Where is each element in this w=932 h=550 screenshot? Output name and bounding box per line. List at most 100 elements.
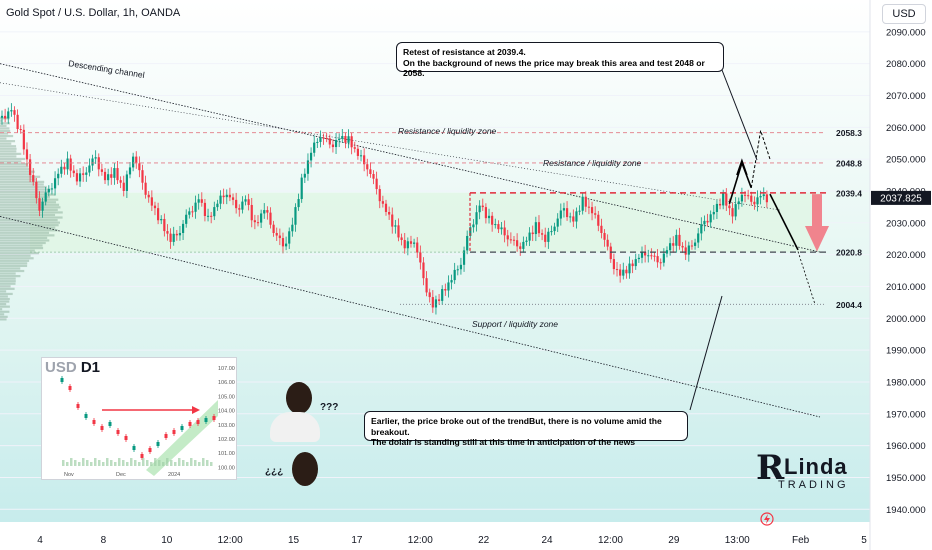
candle-body: [615, 269, 619, 271]
candle-body: [419, 252, 422, 263]
candle-body: [107, 174, 110, 181]
x-tick-label: 22: [478, 535, 490, 546]
candle-body: [544, 234, 547, 242]
profile-bar: [0, 124, 7, 127]
candle-body: [297, 199, 300, 208]
candle-body: [753, 201, 756, 205]
candle-body: [359, 155, 363, 157]
candle-body: [537, 222, 541, 234]
meme-face-bottom: [290, 450, 320, 490]
inset-candle-body: [116, 430, 120, 434]
candle-body: [369, 169, 372, 174]
inset-volume-bar: [70, 458, 73, 466]
x-tick-label: Feb: [792, 535, 810, 546]
y-tick-label: 2020.000: [886, 250, 926, 261]
candle-body: [278, 235, 281, 239]
y-tick-label: 2030.000: [886, 218, 926, 229]
candle-body: [210, 215, 213, 217]
inset-volume-bar: [174, 462, 177, 466]
projection-arrows: [728, 130, 829, 305]
currency-button[interactable]: USD: [882, 4, 926, 24]
time-axis[interactable]: 4 8 10 12:00 15 17 12:00 22 24 12:00 29 13:00 Feb 5: [37, 535, 867, 546]
profile-bar: [0, 162, 29, 166]
candle-body: [203, 202, 207, 217]
candle-body: [422, 262, 425, 279]
candle-body: [244, 199, 247, 202]
callout-breakout: Earlier, the price broke out of the tren…: [364, 411, 688, 447]
inset-volume-bar: [62, 460, 65, 466]
inset-candle-body: [196, 420, 200, 424]
face-head-flipped-icon: [292, 452, 318, 486]
candle-body: [266, 210, 269, 213]
candle-body: [441, 289, 444, 301]
candle-body: [7, 111, 10, 119]
candle-body: [662, 253, 665, 263]
profile-bar: [0, 168, 31, 171]
profile-bar: [0, 249, 35, 252]
inset-volume-bar: [86, 460, 89, 466]
candle-body: [612, 259, 616, 270]
candle-body: [288, 231, 291, 244]
profile-bar: [0, 208, 58, 211]
candle-body: [22, 129, 25, 150]
profile-bar: [0, 188, 51, 191]
candle-body: [450, 280, 453, 283]
candle-body: [706, 220, 709, 223]
candle-body: [110, 174, 113, 178]
resistance-top-label: Resistance / liquidity zone: [398, 126, 497, 136]
candle-body: [122, 182, 125, 191]
candle-body: [556, 218, 559, 227]
profile-bar: [0, 264, 28, 268]
candle-body: [125, 174, 128, 191]
candle-body: [256, 222, 260, 224]
profile-bar: [0, 239, 50, 242]
profile-bar: [0, 152, 22, 155]
zones: [30, 192, 820, 253]
candle-body: [575, 211, 578, 222]
candle-body: [412, 242, 416, 244]
candle-body: [740, 194, 744, 202]
support-label: Support / liquidity zone: [472, 319, 558, 329]
descending-channel: [0, 63, 821, 418]
inset-volume-bar: [198, 462, 201, 466]
candle-body: [200, 199, 203, 203]
candle-body: [384, 203, 388, 212]
profile-bar: [0, 155, 17, 158]
candle-body: [644, 251, 647, 256]
candle-body: [303, 173, 306, 178]
question-marks-top: ???: [320, 402, 338, 413]
candle-body: [722, 193, 725, 206]
candle-body: [350, 136, 353, 148]
y-tick-label: 2050.000: [886, 155, 926, 166]
level-label: 2020.8: [836, 248, 862, 258]
candle-body: [316, 141, 319, 143]
profile-bar: [0, 241, 46, 245]
lightning-icon[interactable]: [760, 512, 774, 526]
profile-bar: [0, 196, 50, 199]
candle-body: [491, 215, 494, 225]
candle-body: [519, 246, 522, 249]
profile-bar: [0, 203, 60, 206]
candle-body: [163, 218, 166, 232]
candle-body: [737, 201, 740, 205]
x-tick-label: 15: [288, 535, 300, 546]
dxy-inset-chart: USD D1 107.00 106.00 105.00 104.00 103.00 102…: [41, 357, 237, 480]
x-tick-label: 4: [37, 535, 43, 546]
candle-body: [594, 213, 597, 215]
candle-body: [291, 224, 294, 232]
profile-bar: [0, 145, 17, 148]
x-tick-label: 12:00: [598, 535, 623, 546]
candle-body: [578, 210, 581, 212]
profile-bar: [0, 140, 16, 143]
profile-bar: [0, 231, 50, 234]
profile-bar: [0, 226, 56, 229]
candle-body: [447, 282, 450, 291]
candle-body: [718, 203, 722, 206]
inset-y-label: 106.00: [218, 380, 235, 386]
level-label: 2048.8: [836, 158, 862, 168]
candle-body: [456, 269, 459, 271]
candle-body: [659, 262, 662, 264]
candle-body: [759, 196, 762, 198]
candle-body: [472, 224, 475, 228]
logo-line2: TRADING: [778, 479, 849, 491]
